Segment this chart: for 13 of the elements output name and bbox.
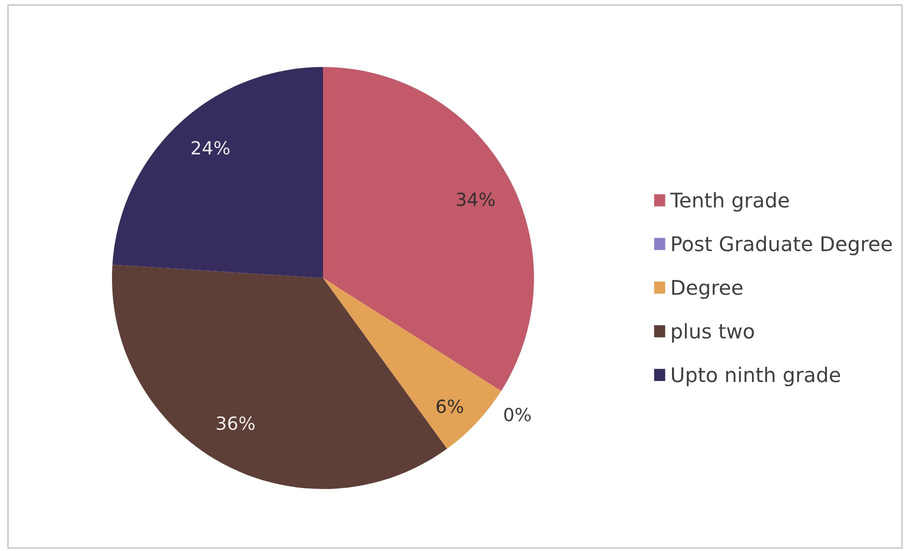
data-label: 36%: [216, 416, 255, 430]
legend-label: Tenth grade: [670, 192, 789, 212]
data-label: 24%: [192, 140, 230, 155]
text: 0%: [504, 408, 531, 422]
legend-label: Upto ninth grade: [672, 366, 840, 386]
legend-label: plus two: [672, 323, 754, 343]
legend-label: Degree: [672, 280, 742, 299]
pie-slice: [323, 67, 534, 392]
pie-slice: [112, 67, 323, 278]
legend-label: Post Graduate Degree: [672, 236, 892, 256]
data-label: 34%: [456, 192, 495, 206]
pie-slice: [323, 278, 502, 449]
data-label: 6%: [436, 399, 464, 414]
